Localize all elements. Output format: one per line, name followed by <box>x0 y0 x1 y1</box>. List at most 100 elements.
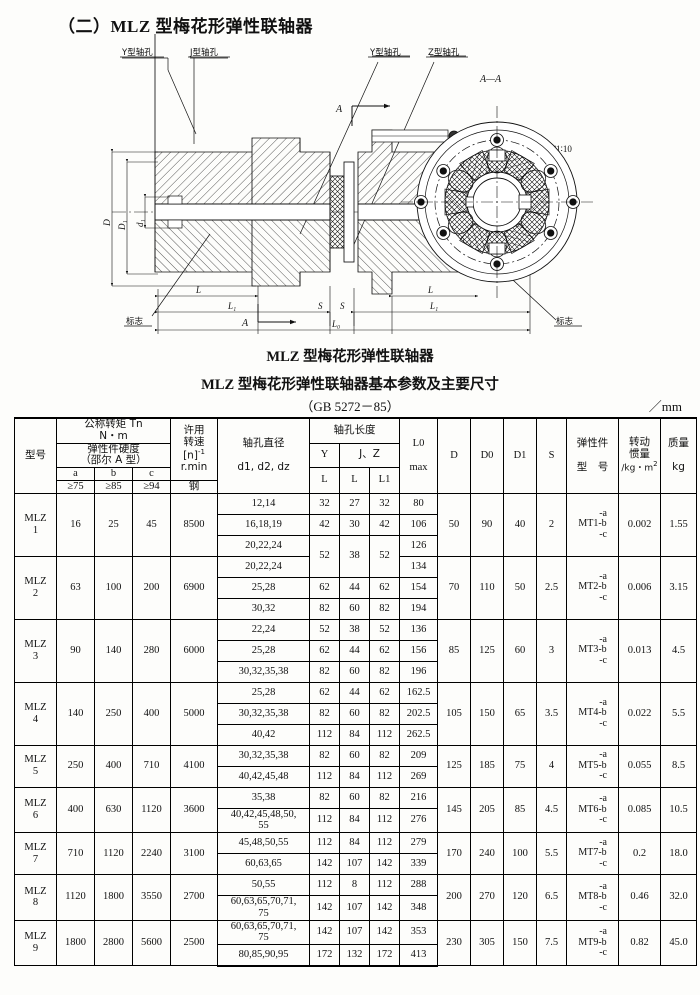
table-row: MLZ 1 16 25 45 8500 12,14 32 27 32 80 50 90 40 2 -a MT1-… <box>14 492 697 557</box>
cell-torque-a: 16 <box>56 492 95 557</box>
cell-torque-c: 200 <box>132 555 171 620</box>
cell-bore-JL1: 82 <box>369 786 400 809</box>
svg-text:D₁: D₁ <box>117 220 127 231</box>
th-hardness: 弹性件硬度 （邵尔 A 型） <box>56 442 171 468</box>
table-row: 20,22,24 52 38 52 126 <box>15 534 697 578</box>
cell-bore-Y: 52 <box>309 534 340 578</box>
th-grade-a-val: ≥75 <box>56 479 95 494</box>
cell-bore-JL1: 52 <box>369 534 400 578</box>
cell-bore-diameter: 12,14 <box>217 492 310 515</box>
cell-L0: 194 <box>399 597 438 620</box>
cell-torque-c: 5600 <box>132 919 171 966</box>
cell-inertia: 0.085 <box>618 786 661 833</box>
cell-speed: 3600 <box>170 786 218 833</box>
th-grade-c: c <box>132 467 171 481</box>
cell-D0: 185 <box>470 744 504 788</box>
section-label-aa: A—A <box>479 74 502 85</box>
cell-bore-diameter: 30,32,35,38 <box>217 744 310 767</box>
cell-bore-Y: 82 <box>309 744 340 767</box>
th-D: D <box>437 417 471 494</box>
cell-bore-diameter: 22,24 <box>217 618 310 641</box>
cell-model: MLZ 8 <box>14 874 57 921</box>
th-grade-a: a <box>56 467 95 481</box>
table-row: 30,32,35,38 82 60 82 202.5 <box>15 702 697 725</box>
cell-model: MLZ 4 <box>14 681 57 746</box>
cell-mass: 4.5 <box>660 618 697 683</box>
cell-L0: 202.5 <box>399 702 438 725</box>
cell-element-type: -a MT7-b -c <box>566 832 619 875</box>
table-row: MLZ 7 710 1120 2240 3100 45,48,50,55 112 84 112 27… <box>14 832 697 875</box>
cell-torque-a: 63 <box>56 555 95 620</box>
cell-inertia: 0.46 <box>618 874 661 921</box>
svg-text:D: D <box>103 219 113 227</box>
cell-torque-a: 1120 <box>56 874 95 921</box>
th-inertia-l2: 惯量 <box>629 448 650 461</box>
cell-L0: 216 <box>399 786 438 809</box>
cell-bore-JL: 60 <box>339 597 370 620</box>
cell-inertia: 0.2 <box>618 832 661 875</box>
cell-L0: 126 <box>399 534 438 557</box>
th-l0: L0 max <box>399 417 438 494</box>
cell-element-type: -a MT1-b -c <box>566 492 619 557</box>
cell-S: 4.5 <box>536 786 567 833</box>
cell-bore-Y: 62 <box>309 576 340 599</box>
cell-bore-JL: 60 <box>339 702 370 725</box>
cell-bore-diameter: 25,28 <box>217 639 310 662</box>
cell-mass: 32.0 <box>660 874 697 921</box>
cell-bore-Y: 142 <box>309 895 340 921</box>
cell-L0: 80 <box>399 492 438 515</box>
cell-bore-diameter: 40,42,45,48 <box>217 765 310 788</box>
cell-torque-b: 100 <box>94 555 133 620</box>
cell-L0: 353 <box>399 919 438 945</box>
cell-bore-JL1: 52 <box>369 618 400 641</box>
cell-bore-JL: 30 <box>339 513 370 536</box>
cell-bore-diameter: 60,63,65,70,71, 75 <box>217 919 310 945</box>
svg-text:S: S <box>340 301 345 311</box>
cell-D: 85 <box>437 618 471 683</box>
cell-model: MLZ 3 <box>14 618 57 683</box>
cell-element-type: -a MT3-b -c <box>566 618 619 683</box>
cell-bore-JL1: 112 <box>369 765 400 788</box>
th-torque-unit: N・m <box>99 429 128 442</box>
cell-bore-Y: 112 <box>309 807 340 833</box>
cell-bore-diameter: 40,42,45,48,50, 55 <box>217 807 310 833</box>
cell-L0: 339 <box>399 853 438 875</box>
cell-D1: 40 <box>503 492 537 557</box>
cell-bore-JL: 84 <box>339 832 370 854</box>
cell-bore-diameter: 30,32 <box>217 597 310 620</box>
cell-L0: 288 <box>399 874 438 896</box>
cell-model: MLZ 2 <box>14 555 57 620</box>
cell-bore-JL1: 112 <box>369 832 400 854</box>
cell-L0: 134 <box>399 555 438 578</box>
th-bore-length: 轴孔长度 <box>309 417 400 444</box>
cell-speed: 2700 <box>170 874 218 921</box>
cell-bore-JL1: 82 <box>369 702 400 725</box>
spec-table: 型号 公称转矩 Tn N・m 许用 转速 [n]-1 r.min 轴孔直径 d1… <box>14 416 697 967</box>
th-speed-material: 钢 <box>170 479 218 494</box>
cell-D1: 60 <box>503 618 537 683</box>
th-bore-diameter: 轴孔直径 d1, d2, dz <box>217 417 310 494</box>
cell-D1: 120 <box>503 874 537 921</box>
cell-bore-Y: 62 <box>309 681 340 704</box>
cell-L0: 209 <box>399 744 438 767</box>
cell-torque-a: 90 <box>56 618 95 683</box>
cell-torque-b: 630 <box>94 786 133 833</box>
th-torque: 公称转矩 Tn N・m <box>56 417 171 444</box>
section-title: （二）MLZ 型梅花形弹性联轴器 <box>58 17 313 36</box>
cell-bore-diameter: 40,42 <box>217 723 310 746</box>
cell-model: MLZ 5 <box>14 744 57 788</box>
svg-text:L₁: L₁ <box>227 301 236 311</box>
cell-bore-JL1: 142 <box>369 895 400 921</box>
table-row: 25,28 62 44 62 156 <box>15 639 697 662</box>
cell-element-type: -a MT9-b -c <box>566 919 619 966</box>
cell-D: 50 <box>437 492 471 557</box>
cell-speed: 6900 <box>170 555 218 620</box>
svg-text:A: A <box>241 318 249 329</box>
cell-mass: 18.0 <box>660 832 697 875</box>
table-row: 60,63,65,70,71, 75 142 107 142 348 <box>15 895 697 921</box>
cell-bore-JL1: 112 <box>369 807 400 833</box>
th-hardness-sub: （邵尔 A 型） <box>80 454 147 467</box>
cell-element-type: -a MT4-b -c <box>566 681 619 746</box>
cell-L0: 156 <box>399 639 438 662</box>
cell-bore-Y: 82 <box>309 786 340 809</box>
